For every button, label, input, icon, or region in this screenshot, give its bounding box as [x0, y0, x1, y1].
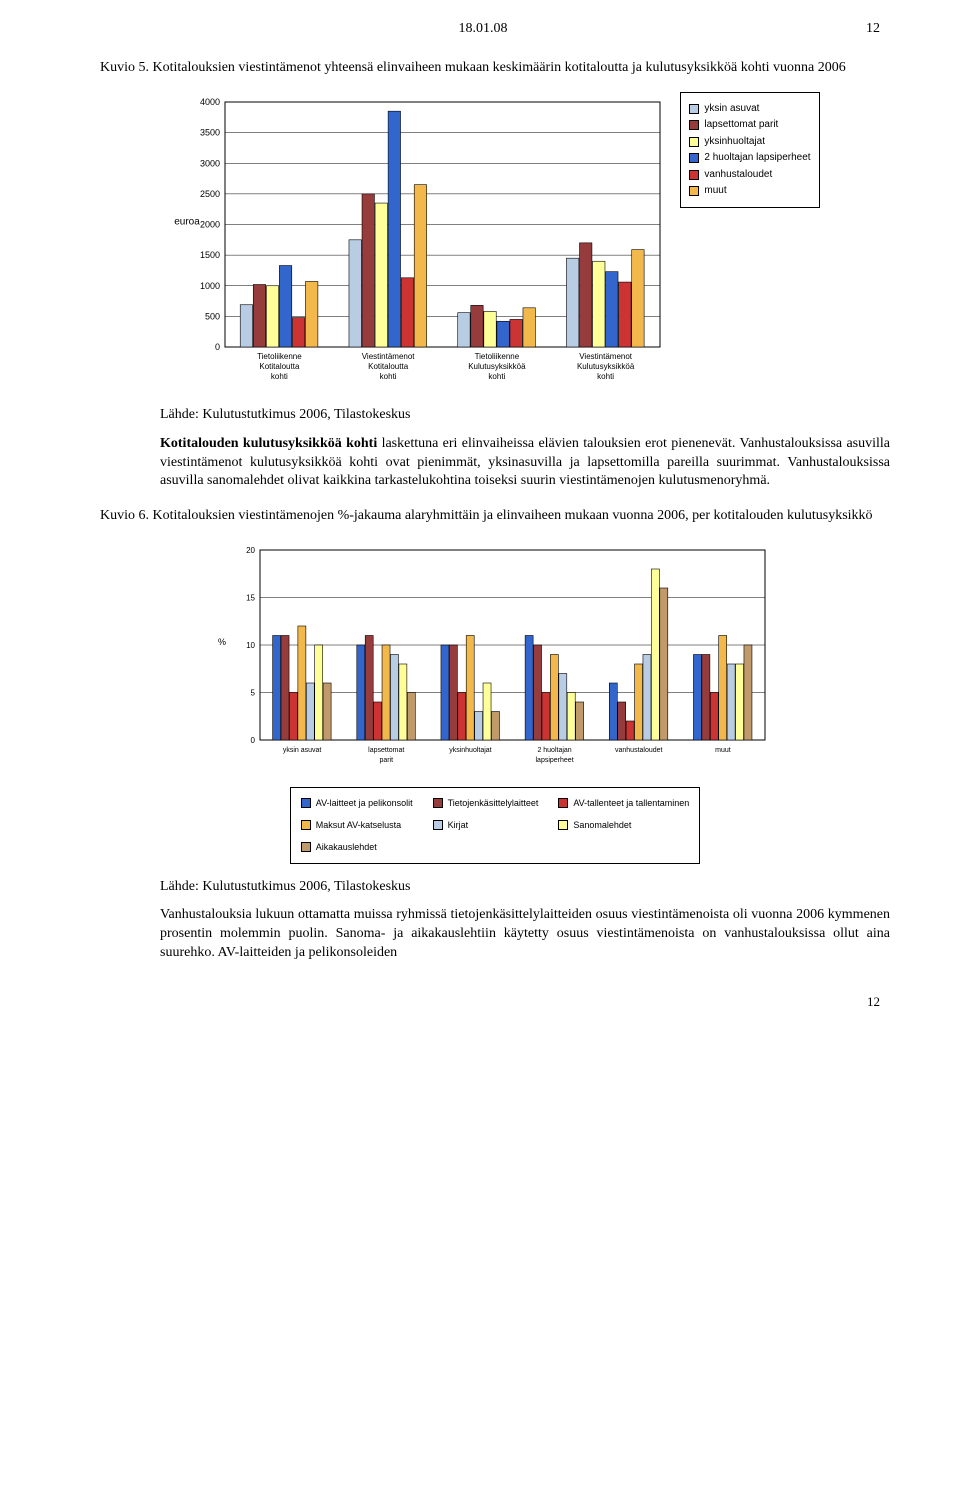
chart2-source: Lähde: Kulutustutkimus 2006, Tilastokesk… — [160, 878, 890, 897]
chart1-svg: 0 500 1000 1500 2000 2500 3000 3500 4000 euroa Tie… — [170, 92, 670, 392]
page-number-top: 12 — [866, 20, 880, 39]
chart1: 0 500 1000 1500 2000 2500 3000 3500 4000 euroa Tie… — [100, 92, 890, 392]
legend-swatch — [433, 798, 443, 808]
chart2-legend-item: AV-tallenteet ja tallentaminen — [558, 797, 689, 809]
svg-text:0: 0 — [251, 736, 256, 745]
legend-label: AV-tallenteet ja tallentaminen — [573, 797, 689, 809]
svg-text:20: 20 — [246, 546, 255, 555]
chart2-legend-item: Aikakauslehdet — [301, 841, 413, 853]
legend-swatch — [301, 798, 311, 808]
legend-label: AV-laitteet ja pelikonsolit — [316, 797, 413, 809]
legend-label: yksin asuvat — [704, 102, 759, 116]
chart1-legend-item: vanhustaloudet — [689, 168, 810, 182]
legend-label: vanhustaloudet — [704, 168, 772, 182]
chart2-legend: AV-laitteet ja pelikonsolit Tietojenkäsit… — [290, 787, 701, 863]
svg-text:0: 0 — [215, 342, 220, 352]
legend-swatch — [301, 842, 311, 852]
header-date: 18.01.08 — [459, 20, 508, 39]
legend-swatch — [689, 186, 699, 196]
chart1-source: Lähde: Kulutustutkimus 2006, Tilastokesk… — [160, 406, 890, 425]
svg-text:Tietoliikenne: Tietoliikenne — [475, 352, 520, 361]
legend-swatch — [558, 798, 568, 808]
legend-label: Tietojenkäsittelylaitteet — [448, 797, 539, 809]
svg-text:%: % — [218, 637, 226, 647]
page-number-bottom: 12 — [100, 993, 890, 1011]
chart1-legend-item: lapsettomat parit — [689, 118, 810, 132]
chart2-caption: Kuvio 6. Kotitalouksien viestintämenojen… — [100, 507, 890, 526]
chart1-legend-item: 2 huoltajan lapsiperheet — [689, 151, 810, 165]
svg-text:4000: 4000 — [200, 97, 220, 107]
svg-text:Viestintämenot: Viestintämenot — [580, 352, 634, 361]
legend-swatch — [689, 153, 699, 163]
svg-text:Tietoliikenne: Tietoliikenne — [257, 352, 302, 361]
chart2-paragraph: Vanhustalouksia lukuun ottamatta muissa … — [160, 906, 890, 963]
legend-swatch — [689, 104, 699, 114]
svg-text:3500: 3500 — [200, 127, 220, 137]
legend-label: Kirjat — [448, 819, 469, 831]
svg-text:yksinhuoltajat: yksinhuoltajat — [449, 747, 491, 754]
legend-label: Aikakauslehdet — [316, 841, 377, 853]
legend-label: muut — [704, 184, 726, 198]
page-header: 18.01.08 12 — [100, 20, 890, 39]
svg-text:vanhustaloudet: vanhustaloudet — [615, 747, 663, 754]
chart1-legend: yksin asuvat lapsettomat parit yksinhuolta… — [680, 92, 819, 208]
svg-text:kohti: kohti — [598, 372, 615, 381]
svg-text:Kotitaloutta: Kotitaloutta — [369, 362, 410, 371]
svg-text:5: 5 — [251, 689, 256, 698]
chart2-legend-item: Maksut AV-katselusta — [301, 819, 413, 831]
svg-text:2 huoltajan: 2 huoltajan — [537, 747, 571, 754]
svg-text:euroa: euroa — [175, 216, 201, 227]
legend-swatch — [301, 820, 311, 830]
svg-text:1000: 1000 — [200, 281, 220, 291]
chart2: 0 5 10 15 20% yksin asuvat lapsettomat parit yks… — [100, 540, 890, 863]
svg-text:Viestintämenot: Viestintämenot — [362, 352, 416, 361]
svg-text:lapsettomat: lapsettomat — [368, 747, 404, 754]
legend-label: Sanomalehdet — [573, 819, 631, 831]
legend-label: lapsettomat parit — [704, 118, 778, 132]
legend-swatch — [689, 137, 699, 147]
chart1-caption: Kuvio 5. Kotitalouksien viestintämenot y… — [100, 59, 890, 78]
svg-text:2000: 2000 — [200, 219, 220, 229]
chart1-legend-item: muut — [689, 184, 810, 198]
chart1-legend-item: yksin asuvat — [689, 102, 810, 116]
svg-text:2500: 2500 — [200, 189, 220, 199]
legend-label: Maksut AV-katselusta — [316, 819, 401, 831]
svg-text:3000: 3000 — [200, 158, 220, 168]
legend-label: yksinhuoltajat — [704, 135, 765, 149]
chart2-svg: 0 5 10 15 20% yksin asuvat lapsettomat parit yks… — [215, 540, 775, 770]
svg-text:yksin asuvat: yksin asuvat — [283, 747, 322, 754]
svg-text:1500: 1500 — [200, 250, 220, 260]
chart1-para-bold: Kotitalouden kulutusyksikköä kohti — [160, 436, 377, 451]
chart1-paragraph: Kotitalouden kulutusyksikköä kohti laske… — [160, 435, 890, 492]
svg-text:Kulutusyksikköä: Kulutusyksikköä — [577, 362, 635, 371]
chart2-legend-item: Sanomalehdet — [558, 819, 689, 831]
legend-swatch — [558, 820, 568, 830]
svg-text:10: 10 — [246, 641, 255, 650]
chart2-legend-item: Kirjat — [433, 819, 539, 831]
svg-text:kohti: kohti — [271, 372, 288, 381]
svg-text:15: 15 — [246, 594, 255, 603]
svg-text:Kulutusyksikköä: Kulutusyksikköä — [469, 362, 527, 371]
svg-text:Kotitaloutta: Kotitaloutta — [260, 362, 301, 371]
svg-text:muut: muut — [715, 747, 731, 754]
svg-text:parit: parit — [379, 757, 393, 764]
chart2-legend-item: Tietojenkäsittelylaitteet — [433, 797, 539, 809]
legend-swatch — [689, 120, 699, 130]
legend-swatch — [689, 170, 699, 180]
svg-text:500: 500 — [205, 311, 220, 321]
legend-swatch — [433, 820, 443, 830]
svg-text:lapsiperheet: lapsiperheet — [536, 757, 574, 764]
chart2-legend-item: AV-laitteet ja pelikonsolit — [301, 797, 413, 809]
svg-text:kohti: kohti — [380, 372, 397, 381]
legend-label: 2 huoltajan lapsiperheet — [704, 151, 810, 165]
chart1-legend-item: yksinhuoltajat — [689, 135, 810, 149]
svg-text:kohti: kohti — [489, 372, 506, 381]
